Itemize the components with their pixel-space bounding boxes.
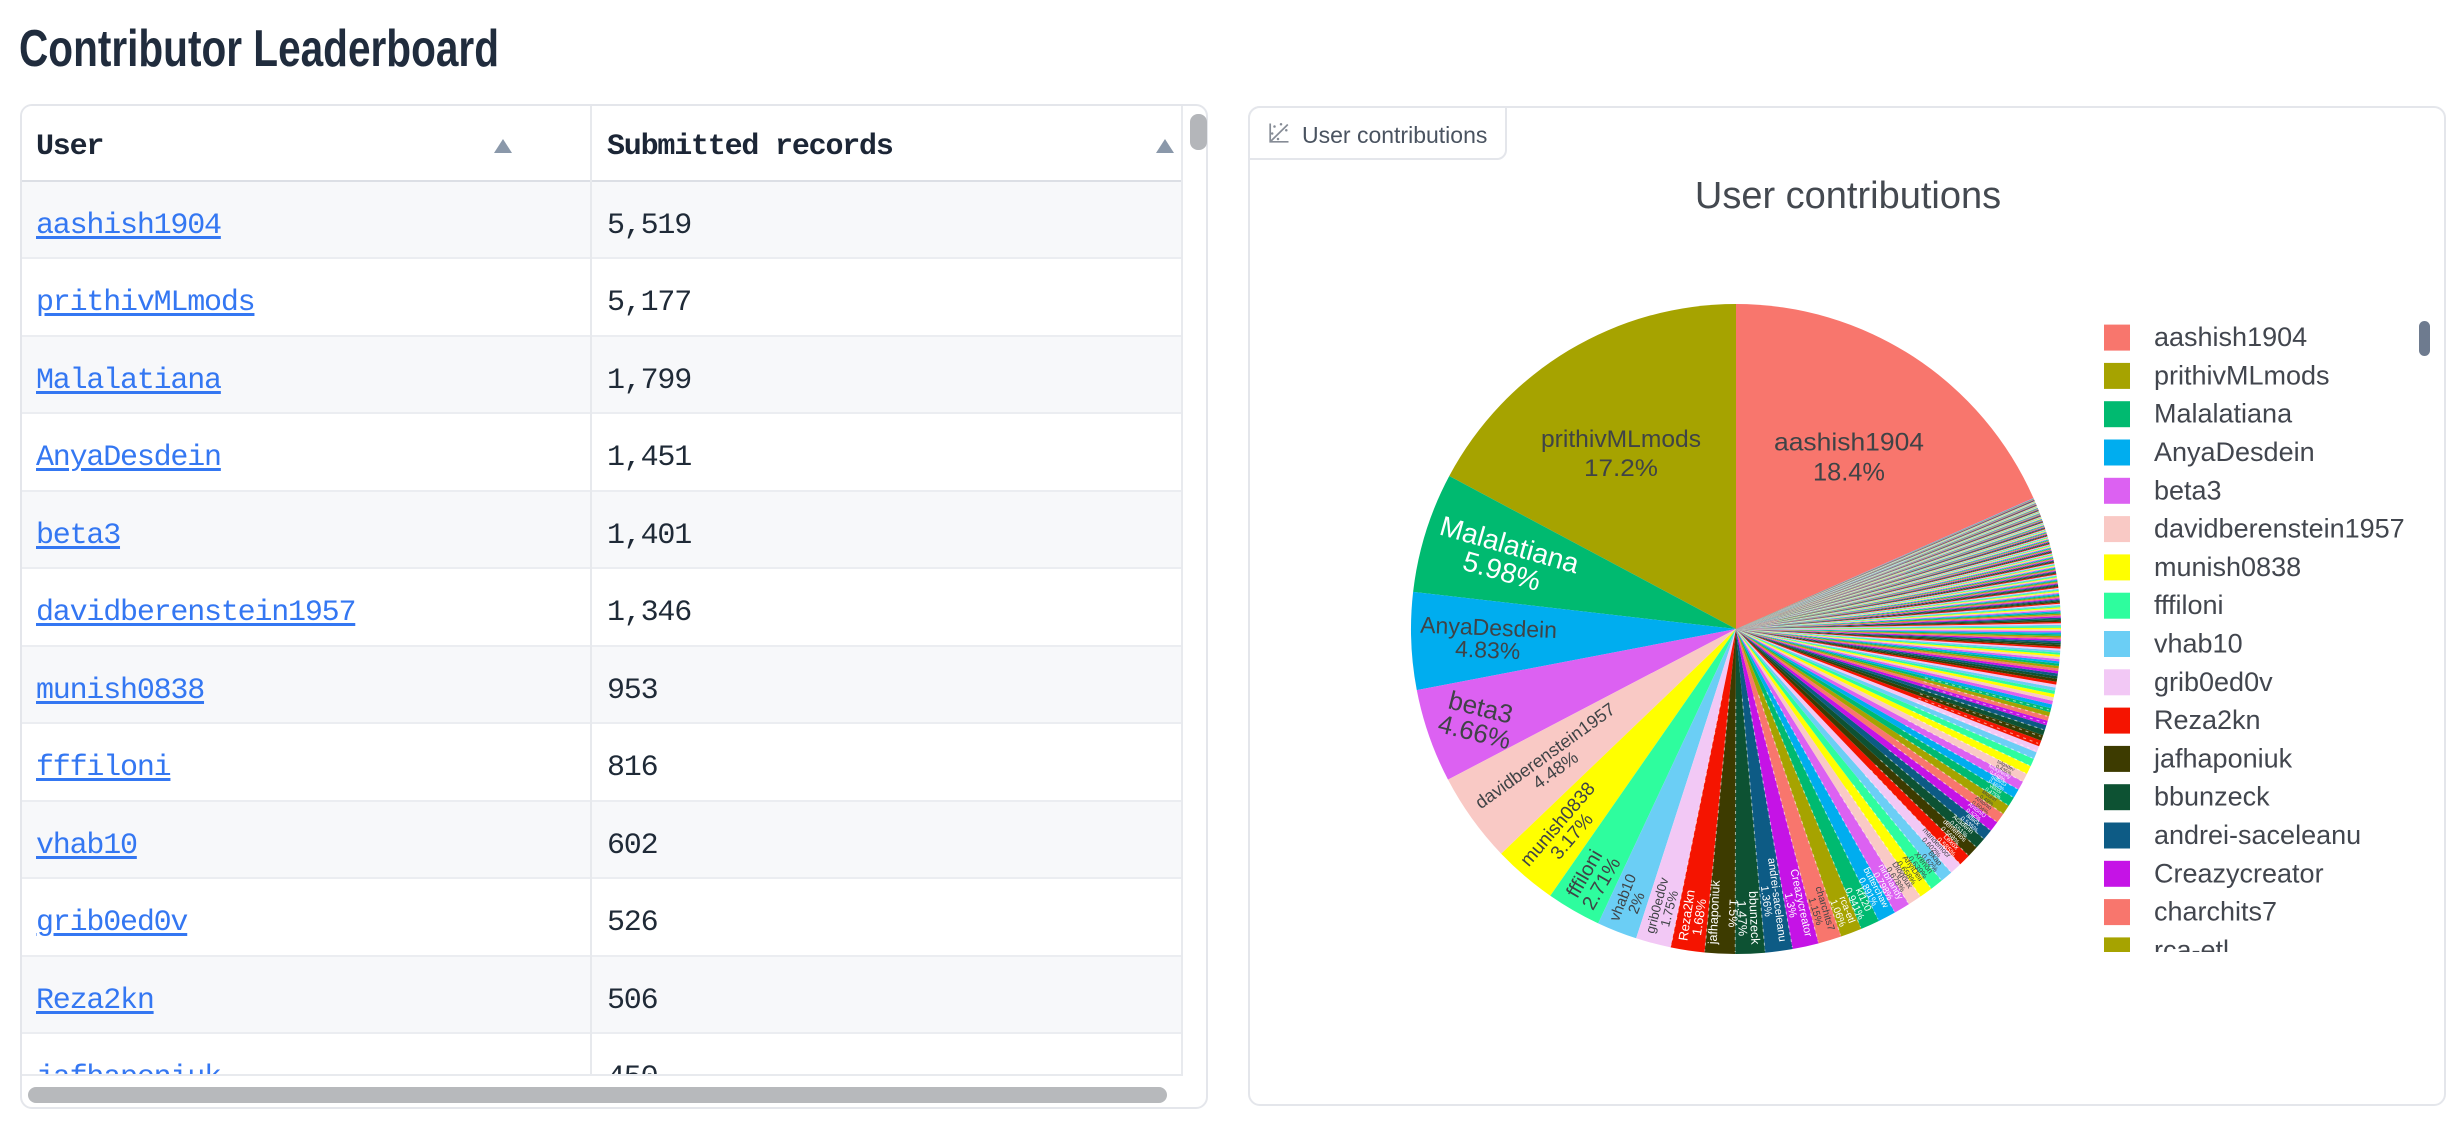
svg-text:Creazycreator: Creazycreator [2154,858,2324,888]
svg-text:Reza2kn: Reza2kn [2154,705,2261,735]
svg-text:AnyaDesdein: AnyaDesdein [2154,437,2315,467]
svg-text:vhab10: vhab10 [2154,629,2243,659]
svg-text:munish0838: munish0838 [2154,552,2301,582]
svg-text:Reza2kn1.68%: Reza2kn1.68% [1675,889,1710,944]
svg-text:Malalatiana: Malalatiana [2154,399,2293,429]
svg-text:bbunzeck1.47%: bbunzeck1.47% [1734,891,1763,946]
svg-text:beta3: beta3 [2154,475,2222,505]
svg-text:prithivMLmods: prithivMLmods [2154,360,2330,390]
svg-text:davidberenstein1957: davidberenstein1957 [2154,514,2405,544]
svg-text:charchits7: charchits7 [2154,897,2277,927]
svg-text:jafhaponiuk: jafhaponiuk [1706,879,1723,945]
svg-text:jafhaponiuk: jafhaponiuk [2153,743,2293,773]
svg-text:grib0ed0v: grib0ed0v [2154,667,2273,697]
svg-text:aashish1904: aashish1904 [2154,322,2307,352]
svg-text:AnyaDesdein4.83%: AnyaDesdein4.83% [1419,612,1558,666]
svg-text:bbunzeck: bbunzeck [2154,782,2270,812]
svg-text:fffiloni: fffiloni [2154,590,2224,620]
svg-text:1.5%: 1.5% [1725,899,1740,928]
svg-text:User contributions: User contributions [1695,175,2001,217]
svg-text:rca-etl: rca-etl [2154,935,2229,965]
svg-text:andrei-saceleanu: andrei-saceleanu [2154,820,2361,850]
